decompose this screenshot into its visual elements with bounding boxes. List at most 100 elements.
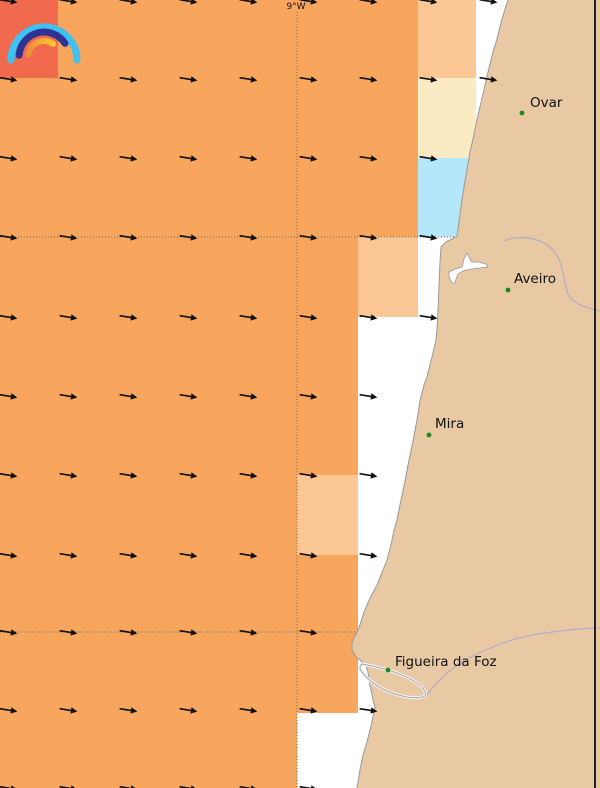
wind-arrow (119, 314, 138, 321)
wind-arrow-head (70, 314, 78, 321)
wind-arrow (179, 393, 198, 400)
city-dot-figueira-da-foz (385, 667, 391, 673)
wind-arrow-shaft (239, 234, 252, 239)
land-mass (352, 0, 600, 788)
logo-middle-navy-arc (15, 28, 69, 59)
wind-arrow-shaft (119, 0, 132, 3)
wind-arrow-head (370, 234, 378, 241)
wind-arrows (0, 0, 498, 788)
wind-arrow (299, 234, 318, 241)
wind-arrow-head (250, 472, 258, 479)
wind-arrow-shaft (119, 472, 132, 477)
wind-arrow-head (370, 155, 378, 162)
wind-arrow (119, 472, 138, 479)
wind-arrow-shaft (239, 393, 252, 398)
wind-arrow-head (190, 785, 198, 788)
wind-arrow (299, 552, 318, 559)
city-dot-ovar (519, 110, 525, 116)
wind-arrow-shaft (59, 629, 72, 634)
wind-arrow (359, 234, 378, 241)
wind-arrow (299, 393, 318, 400)
wind-arrow-head (190, 629, 198, 636)
logo-inner-orange-arc (25, 38, 57, 58)
wind-arrow (479, 0, 498, 5)
wind-arrow (299, 314, 318, 321)
wind-arrow-head (310, 76, 318, 83)
wind-arrow-head (490, 0, 498, 5)
wind-arrow-head (130, 0, 138, 5)
wind-arrow (59, 707, 78, 714)
wind-arrow (359, 552, 378, 559)
wind-arrow-shaft (0, 155, 12, 160)
wind-arrow (0, 234, 18, 241)
wind-arrow-shaft (419, 0, 432, 3)
wind-arrow-head (370, 76, 378, 83)
wind-arrow (0, 314, 18, 321)
wind-arrow-head (310, 785, 318, 788)
wind-arrow-shaft (0, 234, 12, 239)
wind-arrow-shaft (179, 552, 192, 557)
wind-arrow-shaft (59, 155, 72, 160)
wind-arrow-head (130, 629, 138, 636)
wind-arrow-head (310, 155, 318, 162)
wind-arrow-shaft (239, 155, 252, 160)
wind-arrow (59, 314, 78, 321)
wind-arrow-head (370, 314, 378, 321)
wind-arrow-head (70, 552, 78, 559)
wind-arrow-head (10, 0, 18, 5)
city-markers: Ovar Aveiro Mira Figueira da Foz (385, 95, 563, 673)
wind-arrow-head (10, 552, 18, 559)
wind-arrow-shaft (59, 393, 72, 398)
river-mondego (426, 627, 600, 696)
wind-arrow-head (70, 785, 78, 788)
wind-arrow-head (70, 472, 78, 479)
wind-arrow-shaft (179, 0, 192, 3)
wind-arrow-shaft (299, 0, 312, 3)
wind-arrow-head (70, 234, 78, 241)
wind-arrow (179, 707, 198, 714)
wind-arrow (59, 393, 78, 400)
wind-arrow-shaft (0, 552, 12, 557)
wind-cell-light_orange (358, 237, 418, 317)
wind-arrow-shaft (419, 234, 432, 239)
wind-cell-light_orange (297, 475, 358, 555)
wind-cell-cream (418, 78, 476, 158)
wind-arrow-shaft (119, 707, 132, 712)
wind-arrow-head (250, 552, 258, 559)
wind-arrow (239, 76, 258, 83)
wind-arrow (299, 707, 318, 714)
wind-arrow (359, 707, 378, 714)
wind-arrow-shaft (119, 393, 132, 398)
wind-arrow-shaft (0, 707, 12, 712)
wind-arrow (359, 155, 378, 162)
wind-arrow (0, 393, 18, 400)
wind-arrow (299, 0, 318, 5)
wind-arrow-shaft (59, 472, 72, 477)
wind-arrow-shaft (119, 155, 132, 160)
logo-outer-blue-arc (7, 23, 81, 64)
wind-arrow-shaft (359, 472, 372, 477)
wind-arrow-shaft (359, 0, 372, 3)
wind-arrow (359, 393, 378, 400)
wind-arrow (119, 393, 138, 400)
wind-arrow-head (130, 393, 138, 400)
wind-arrow (179, 629, 198, 636)
wind-arrow-shaft (359, 314, 372, 319)
wind-arrow (179, 552, 198, 559)
wind-arrow-head (250, 785, 258, 788)
wind-arrow (239, 234, 258, 241)
wind-arrow-shaft (479, 76, 492, 81)
wind-arrow (419, 0, 438, 5)
wind-arrow-shaft (119, 629, 132, 634)
wind-arrow-shaft (299, 76, 312, 81)
wind-arrow-head (310, 707, 318, 714)
wind-arrow (119, 629, 138, 636)
wind-arrow (179, 76, 198, 83)
wind-arrow-shaft (419, 76, 432, 81)
wind-arrow-head (430, 314, 438, 321)
wind-arrow-head (10, 155, 18, 162)
wind-arrow-shaft (299, 155, 312, 160)
wind-arrow (299, 155, 318, 162)
wind-arrow-head (490, 76, 498, 83)
